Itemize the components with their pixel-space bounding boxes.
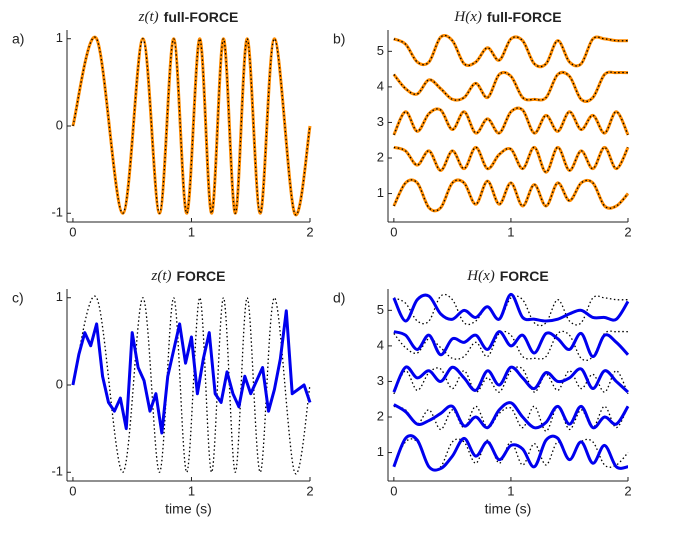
y-tick-label: 2 — [377, 408, 384, 423]
panel-label: d) — [333, 290, 345, 306]
title-text: FORCE — [500, 268, 549, 284]
x-tick-label: 0 — [390, 483, 397, 498]
data-line — [393, 405, 629, 432]
y-tick-label: -1 — [51, 464, 63, 479]
x-tick-label: 1 — [188, 483, 195, 498]
y-tick-label: 4 — [377, 78, 384, 93]
x-tick-label: 2 — [624, 224, 631, 239]
x-tick-label: 0 — [69, 224, 76, 239]
data-line — [72, 36, 311, 216]
y-tick-label: 4 — [377, 337, 384, 352]
chart-title: z(t) FORCE — [151, 268, 226, 285]
y-tick-label: 1 — [377, 444, 384, 459]
y-tick-label: 1 — [377, 185, 384, 200]
y-tick-label: 1 — [56, 30, 63, 45]
title-variable: z(t) — [151, 268, 172, 284]
panel-label: c) — [12, 290, 24, 306]
data-line — [393, 293, 629, 327]
data-line — [393, 107, 629, 136]
x-tick-label: 0 — [390, 224, 397, 239]
data-line — [392, 178, 630, 213]
x-tick-label: 1 — [507, 483, 514, 498]
title-variable: H(x) — [453, 9, 481, 25]
data-line — [393, 34, 629, 69]
data-line — [393, 438, 629, 471]
x-tick-label: 1 — [507, 224, 514, 239]
data-line — [392, 292, 630, 323]
x-tick-label: 2 — [306, 483, 313, 498]
title-text: FORCE — [177, 268, 226, 284]
y-tick-label: 5 — [377, 43, 384, 58]
data-line — [393, 330, 630, 359]
data-line — [392, 365, 630, 394]
panel-label: b) — [333, 31, 345, 47]
y-tick-label: 5 — [377, 302, 384, 317]
data-line — [393, 366, 629, 395]
data-line — [393, 34, 629, 68]
y-tick-label: 3 — [377, 114, 384, 129]
data-line — [393, 146, 629, 173]
chart-title: H(x) full-FORCE — [453, 9, 561, 26]
title-variable: z(t) — [138, 9, 159, 25]
x-tick-label: 1 — [188, 224, 195, 239]
data-line — [71, 309, 312, 435]
x-tick-label: 0 — [69, 483, 76, 498]
x-axis-label: time (s) — [485, 501, 532, 517]
y-tick-label: 0 — [56, 117, 63, 132]
x-tick-label: 2 — [306, 224, 313, 239]
y-tick-label: 0 — [56, 376, 63, 391]
data-line — [393, 179, 629, 212]
data-line — [392, 70, 629, 103]
y-tick-label: -1 — [51, 205, 63, 220]
x-tick-label: 2 — [624, 483, 631, 498]
title-text: full-FORCE — [487, 9, 562, 25]
title-variable: H(x) — [466, 268, 494, 284]
chart-title: z(t) full-FORCE — [138, 9, 239, 26]
y-tick-label: 2 — [377, 149, 384, 164]
data-line — [71, 35, 312, 217]
x-axis-label: time (s) — [165, 501, 212, 517]
title-text: full-FORCE — [164, 9, 239, 25]
chart-title: H(x) FORCE — [466, 268, 548, 285]
data-line — [392, 434, 629, 472]
y-tick-label: 3 — [377, 373, 384, 388]
panel-label: a) — [12, 31, 24, 47]
data-line — [393, 401, 630, 430]
y-tick-label: 1 — [56, 289, 63, 304]
